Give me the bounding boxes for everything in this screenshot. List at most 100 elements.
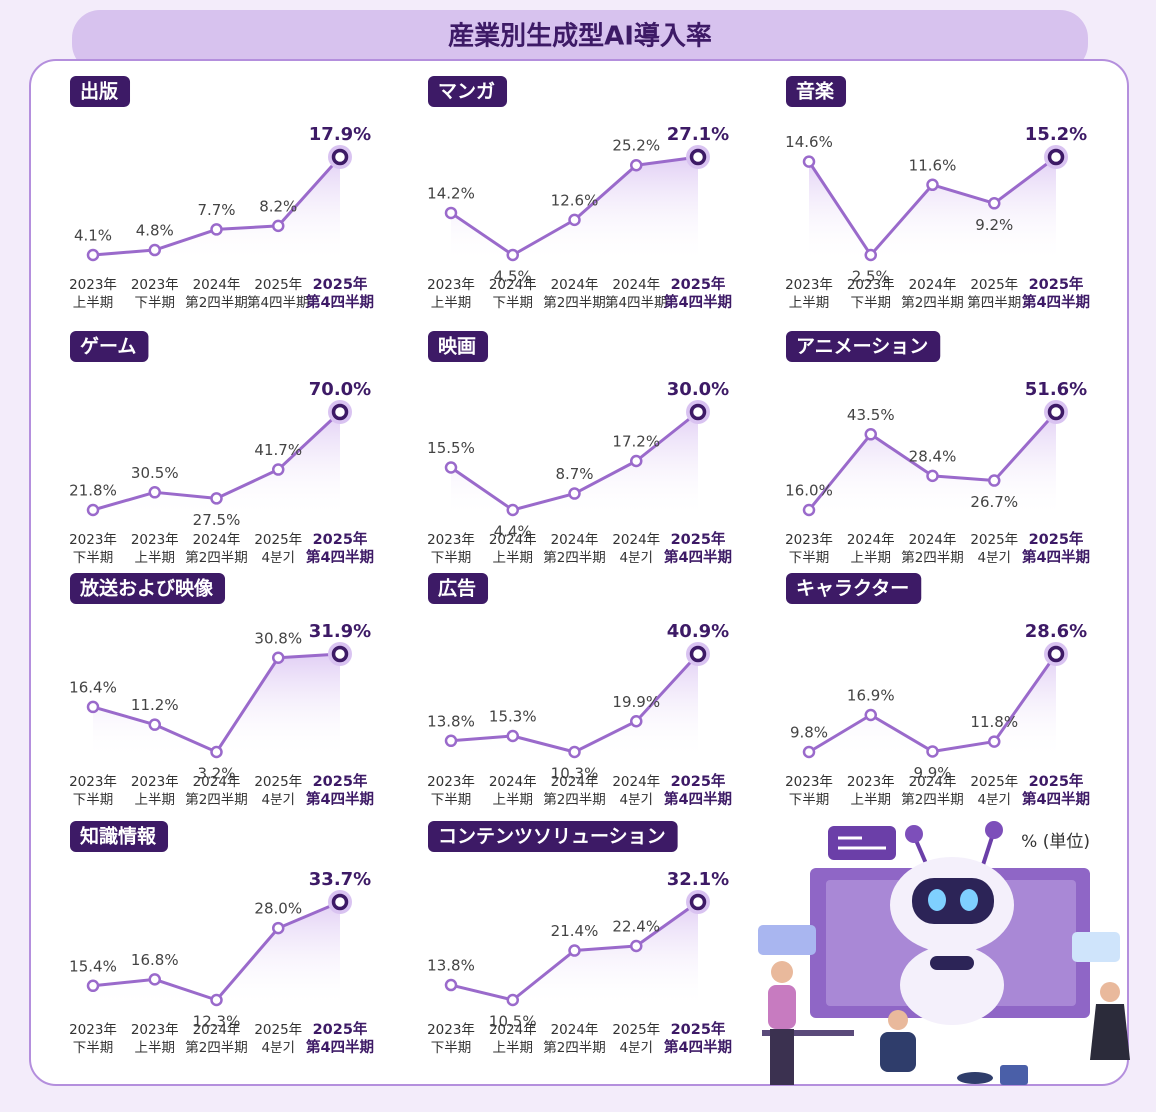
- chart-title-pill: [70, 331, 149, 362]
- value-label: 21.4%: [551, 922, 599, 940]
- value-label: 4.8%: [136, 222, 174, 240]
- value-label: 8.2%: [259, 197, 297, 215]
- chart-title: ゲーム: [80, 336, 136, 358]
- x-tick-label: 下半期: [73, 792, 114, 808]
- x-tick-label: 下半期: [431, 550, 472, 566]
- x-tick-label: 2023年: [69, 277, 117, 293]
- point: [506, 503, 519, 517]
- x-tick-label: 2025年: [254, 532, 302, 548]
- point: [689, 893, 707, 911]
- x-tick-label: 第4四半期: [306, 548, 374, 566]
- x-tick-label: 2025年: [313, 1020, 368, 1038]
- x-tick-label: 上半期: [73, 295, 114, 311]
- value-label: 14.6%: [785, 133, 833, 151]
- value-label: 15.3%: [489, 707, 537, 725]
- point: [802, 503, 816, 517]
- x-tick-label: 2025年: [313, 772, 368, 790]
- x-tick-label: 2024年: [551, 277, 599, 293]
- x-tick-label: 上半期: [493, 1040, 534, 1056]
- x-tick-label: 第2四半期: [185, 1039, 248, 1056]
- value-label: 16.8%: [131, 951, 179, 969]
- x-tick-label: 2023年: [427, 277, 475, 293]
- value-label: 28.0%: [254, 900, 302, 918]
- x-tick-label: 2025年: [254, 277, 302, 293]
- person-head: [888, 1010, 908, 1030]
- x-tick-label: 第2四半期: [543, 294, 606, 311]
- x-tick-label: 2024年: [193, 532, 241, 548]
- x-tick-label: 上半期: [135, 792, 176, 808]
- chart-title: 映画: [438, 336, 476, 358]
- x-tick-label: 2024年: [489, 532, 537, 548]
- value-label: 21.8%: [69, 482, 117, 500]
- person-head: [771, 961, 793, 983]
- unit-label: % (単位): [1021, 832, 1090, 852]
- x-tick-label: 2025年: [1029, 530, 1084, 548]
- value-label: 19.9%: [612, 693, 660, 711]
- value-label: 40.9%: [667, 621, 729, 642]
- point: [272, 219, 285, 233]
- value-label: 15.5%: [427, 439, 475, 457]
- point: [86, 700, 100, 714]
- x-tick-label: 2025年: [970, 532, 1018, 548]
- x-tick-label: 第2四半期: [185, 294, 248, 311]
- x-tick-label: 2023年: [69, 774, 117, 790]
- x-tick-label: 下半期: [431, 1040, 472, 1056]
- x-tick-label: 2024年: [909, 277, 957, 293]
- value-label: 7.7%: [197, 201, 235, 219]
- x-tick-label: 第4四半期: [605, 294, 668, 311]
- value-label: 10.3%: [551, 765, 599, 783]
- x-tick-label: 第2四半期: [543, 1039, 606, 1056]
- point: [86, 979, 100, 993]
- point: [148, 486, 161, 499]
- chart-title-pill: [70, 76, 131, 107]
- person-body: [768, 985, 796, 1029]
- point: [506, 248, 519, 262]
- point: [444, 461, 458, 474]
- x-tick-label: 第四半期: [967, 294, 1021, 311]
- value-label: 13.8%: [427, 712, 475, 730]
- x-tick-label: 2023年: [427, 1022, 475, 1038]
- value-label: 11.6%: [909, 156, 957, 174]
- x-tick-label: 2024年: [193, 1022, 241, 1038]
- chart-title: 広告: [438, 577, 476, 600]
- robot-eye: [928, 889, 946, 911]
- value-label: 30.5%: [131, 464, 179, 482]
- chart-title: 放送および映像: [79, 577, 213, 600]
- point: [630, 158, 643, 172]
- x-tick-label: 上半期: [135, 1040, 176, 1056]
- x-tick-label: 4분기: [262, 792, 295, 808]
- point: [210, 492, 223, 505]
- point: [210, 223, 223, 236]
- point: [272, 651, 285, 665]
- point: [86, 503, 100, 517]
- x-tick-label: 2024年: [489, 774, 537, 790]
- value-label: 16.4%: [69, 678, 117, 696]
- x-tick-label: 上半期: [493, 550, 534, 566]
- point: [568, 944, 581, 957]
- chart-title: 音楽: [796, 80, 835, 103]
- value-label: 32.1%: [667, 869, 729, 890]
- x-tick-label: 上半期: [135, 550, 176, 566]
- value-label: 11.2%: [131, 696, 179, 714]
- value-label: 43.5%: [847, 406, 895, 424]
- x-tick-label: 下半期: [851, 295, 892, 311]
- x-tick-label: 2025年: [313, 530, 368, 548]
- x-tick-label: 2025年: [671, 1020, 726, 1038]
- point: [210, 993, 223, 1007]
- robot-eye: [960, 889, 978, 911]
- x-tick-label: 2024年: [551, 532, 599, 548]
- x-tick-label: 2024年: [193, 277, 241, 293]
- point: [802, 745, 816, 759]
- x-tick-label: 下半期: [73, 1040, 114, 1056]
- point: [444, 734, 458, 748]
- value-label: 51.6%: [1025, 379, 1087, 400]
- point: [331, 893, 349, 911]
- point: [1047, 403, 1065, 421]
- value-label: 22.4%: [612, 918, 660, 936]
- area: [809, 654, 1056, 760]
- x-tick-label: 2025年: [612, 1022, 660, 1038]
- value-label: 13.8%: [427, 957, 475, 975]
- point: [988, 197, 1001, 210]
- x-tick-label: 2023年: [131, 1022, 179, 1038]
